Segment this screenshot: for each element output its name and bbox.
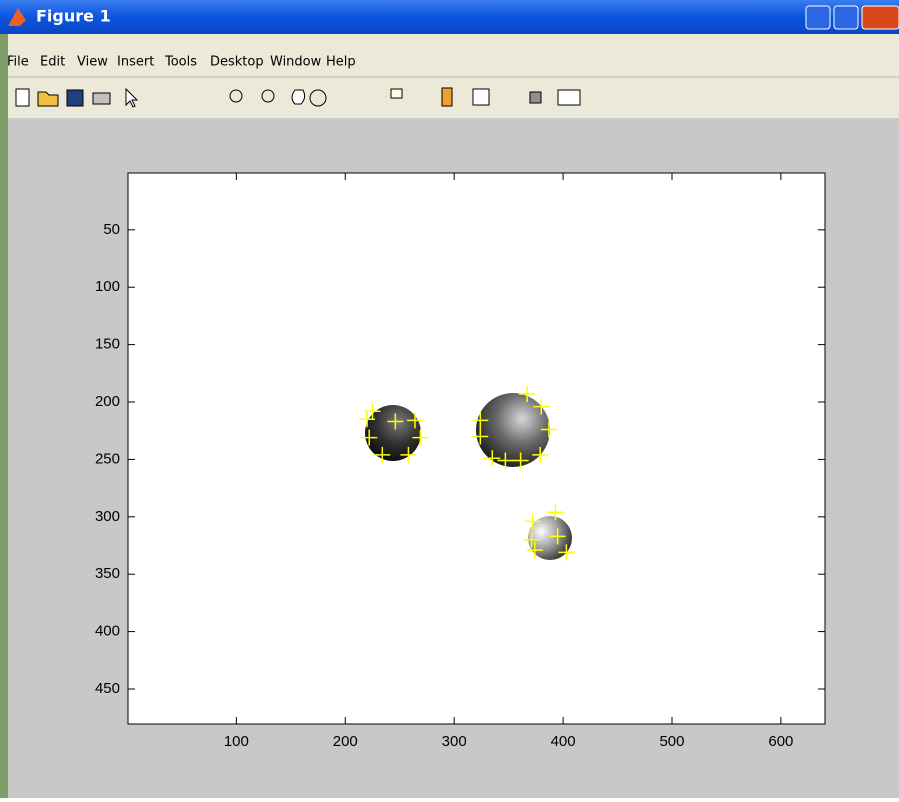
figure-window: Figure 1 File Edit View Insert Tools Desktop W… xyxy=(0,0,899,798)
window-title: Figure 1 xyxy=(36,7,111,26)
minimize-button[interactable] xyxy=(806,6,830,29)
pan-icon[interactable] xyxy=(292,90,305,104)
image-axes xyxy=(128,173,825,724)
y-tick-label: 150 xyxy=(95,336,120,353)
y-tick-label: 200 xyxy=(95,393,120,410)
menu-toolbar-area xyxy=(8,34,899,118)
page: Figure 1 File Edit View Insert Tools Desktop W… xyxy=(0,0,899,798)
menu-item[interactable]: Tools xyxy=(164,55,197,70)
menu-item[interactable]: Desktop xyxy=(210,55,264,70)
sphere xyxy=(476,393,550,467)
maximize-button[interactable] xyxy=(834,6,858,29)
title-bar xyxy=(0,0,899,34)
y-tick-label: 350 xyxy=(95,565,120,582)
y-tick-label: 300 xyxy=(95,508,120,525)
x-tick-label: 300 xyxy=(442,733,467,750)
x-tick-label: 500 xyxy=(659,733,684,750)
menu-item[interactable]: File xyxy=(7,55,29,70)
save-icon[interactable] xyxy=(67,90,83,106)
menu-item[interactable]: Insert xyxy=(117,55,154,70)
y-tick-label: 400 xyxy=(95,623,120,640)
close-button[interactable] xyxy=(862,6,899,29)
colorbar-icon[interactable] xyxy=(442,88,452,106)
new-icon[interactable] xyxy=(16,89,29,106)
menu-item[interactable]: View xyxy=(77,55,108,70)
legend-icon[interactable] xyxy=(473,89,489,105)
hide-tools-icon[interactable] xyxy=(530,92,541,103)
y-tick-label: 450 xyxy=(95,680,120,697)
menu-bar: File Edit View Insert Tools Desktop Window Help xyxy=(7,55,356,70)
x-tick-label: 400 xyxy=(551,733,576,750)
show-tools-icon[interactable] xyxy=(558,90,580,105)
print-icon[interactable] xyxy=(93,93,110,104)
x-tick-label: 100 xyxy=(224,733,249,750)
y-tick-label: 50 xyxy=(103,221,120,238)
y-tick-label: 250 xyxy=(95,450,120,467)
menu-item[interactable]: Window xyxy=(270,55,322,70)
sphere xyxy=(365,405,421,461)
menu-item[interactable]: Help xyxy=(326,55,356,70)
y-tick-label: 100 xyxy=(95,278,120,295)
menu-item[interactable]: Edit xyxy=(40,55,65,70)
x-tick-label: 600 xyxy=(768,733,793,750)
window-border xyxy=(0,0,8,798)
x-tick-label: 200 xyxy=(333,733,358,750)
datacursor-icon[interactable] xyxy=(391,89,402,98)
